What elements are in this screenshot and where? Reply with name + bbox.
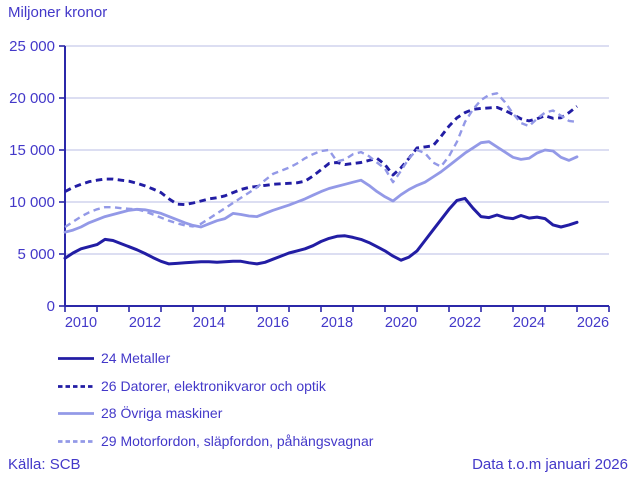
series-line-24	[63, 196, 579, 266]
y-tick-label: 25 000	[9, 38, 55, 55]
y-tick-label: 0	[47, 298, 55, 315]
x-tick-label: 2020	[385, 315, 417, 331]
x-tick-label: 2012	[129, 315, 161, 331]
y-tick-label: 15 000	[9, 142, 55, 159]
x-tick-label: 2010	[65, 315, 97, 331]
footnote-label: Data t.o.m januari 2026	[472, 456, 628, 473]
x-tick-label: 2022	[449, 315, 481, 331]
x-tick-label: 2014	[193, 315, 225, 331]
chart-title: Miljoner kronor	[8, 4, 108, 21]
x-tick-label: 2018	[321, 315, 353, 331]
y-tick-label: 20 000	[9, 90, 55, 107]
series-line-28	[63, 140, 579, 234]
y-tick-label: 10 000	[9, 194, 55, 211]
y-tick-label: 5 000	[17, 246, 55, 263]
series-line-26	[64, 105, 578, 207]
series-line-29	[64, 92, 578, 229]
x-tick-label: 2016	[257, 315, 289, 331]
x-tick-label: 2026	[577, 315, 609, 331]
x-tick-label: 2024	[513, 315, 545, 331]
source-label: Källa: SCB	[8, 456, 81, 473]
